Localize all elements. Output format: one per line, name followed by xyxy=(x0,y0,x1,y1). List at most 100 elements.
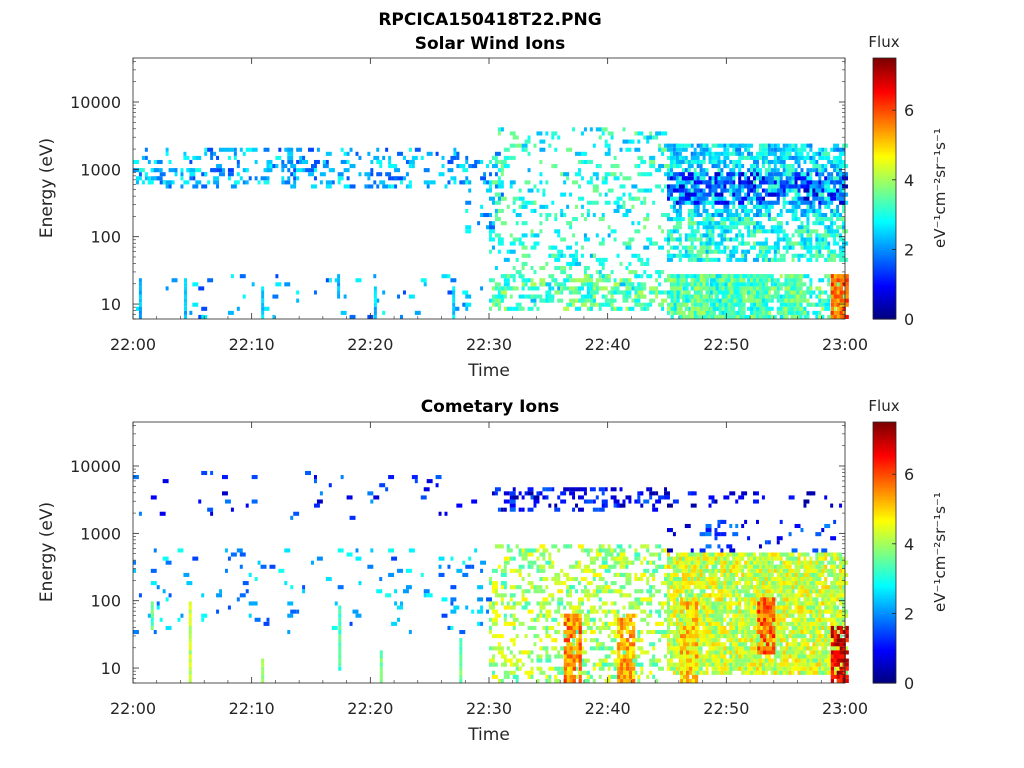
flux-cell xyxy=(681,192,685,197)
flux-cell xyxy=(500,572,507,577)
flux-cell xyxy=(803,188,810,193)
flux-cell xyxy=(741,650,748,655)
flux-cell xyxy=(210,151,214,156)
flux-cell xyxy=(800,282,807,287)
flux-cell xyxy=(729,225,736,230)
flux-cell xyxy=(738,666,745,671)
flux-cell xyxy=(325,159,329,165)
colorbar-segment xyxy=(873,188,896,192)
flux-cell xyxy=(539,544,546,549)
flux-cell xyxy=(791,196,795,201)
flux-column-cell xyxy=(184,298,187,303)
flux-cell xyxy=(580,282,587,287)
flux-cell xyxy=(245,168,249,173)
flux-cell xyxy=(450,155,457,160)
flux-cell xyxy=(732,601,736,606)
flux-cell xyxy=(827,225,834,230)
flux-cell xyxy=(634,576,638,582)
flux-cell xyxy=(583,670,587,675)
flux-cell xyxy=(592,678,596,683)
flux-cell xyxy=(601,625,608,630)
flux-cell xyxy=(729,658,733,663)
flux-cell xyxy=(580,131,584,136)
flux-cell xyxy=(702,204,706,209)
flux-cell xyxy=(595,638,599,643)
flux-cell xyxy=(726,662,730,667)
flux-cell xyxy=(690,221,697,226)
flux-block-cell xyxy=(790,286,794,291)
flux-cell xyxy=(842,204,845,209)
flux-cell xyxy=(595,662,599,667)
flux-cell xyxy=(655,568,659,573)
flux-cell xyxy=(744,241,751,246)
flux-cell xyxy=(607,548,611,553)
flux-cell xyxy=(580,176,584,181)
flux-cell xyxy=(527,507,534,512)
flux-cell xyxy=(402,290,406,295)
flux-block-cell xyxy=(833,286,837,291)
flux-block-cell xyxy=(690,294,694,299)
flux-cell xyxy=(729,568,733,573)
flux-cell xyxy=(527,286,531,291)
flux-cell xyxy=(610,302,614,307)
colorbar-segment xyxy=(873,75,896,79)
flux-cell xyxy=(444,511,448,516)
flux-cell xyxy=(604,298,611,303)
flux-cell xyxy=(800,306,807,311)
flux-cell xyxy=(738,621,745,626)
flux-cell xyxy=(637,253,641,258)
flux-cell xyxy=(637,495,641,500)
flux-cell xyxy=(245,589,249,594)
flux-cell xyxy=(764,245,771,250)
flux-cell xyxy=(598,274,602,279)
colorbar-segment xyxy=(873,192,896,196)
flux-block-cell xyxy=(842,310,846,315)
flux-block-cell xyxy=(842,274,846,279)
flux-cell xyxy=(667,274,673,279)
flux-cell xyxy=(732,180,736,185)
flux-cell xyxy=(744,225,748,230)
flux-cell xyxy=(595,164,599,169)
flux-cell xyxy=(512,654,516,659)
flux-cell xyxy=(337,180,341,185)
flux-cell xyxy=(690,180,694,185)
flux-cell xyxy=(506,646,510,651)
flux-block-cell xyxy=(839,306,843,311)
flux-cell xyxy=(557,629,561,635)
flux-cell xyxy=(744,217,751,222)
flux-cell xyxy=(773,249,780,254)
flux-cell xyxy=(738,164,742,169)
flux-cell xyxy=(542,625,546,630)
flux-cell xyxy=(355,151,359,156)
flux-cell xyxy=(758,155,762,160)
flux-cell xyxy=(791,257,795,262)
flux-cell xyxy=(583,548,590,553)
flux-cell xyxy=(770,168,777,173)
flux-cell xyxy=(533,499,540,504)
flux-cell xyxy=(349,495,353,500)
flux-block-cell xyxy=(724,294,728,299)
flux-cell xyxy=(669,217,673,222)
flux-cell xyxy=(669,204,673,209)
flux-cell xyxy=(726,629,730,635)
flux-cell xyxy=(521,147,528,152)
flux-cell xyxy=(667,629,670,635)
flux-cell xyxy=(509,241,516,246)
flux-cell xyxy=(687,192,691,197)
flux-cell xyxy=(809,286,813,291)
flux-cell xyxy=(667,552,670,557)
flux-cell xyxy=(497,294,504,299)
flux-cell xyxy=(637,589,644,594)
flux-cell xyxy=(186,168,193,173)
flux-cell xyxy=(711,257,718,262)
flux-block-cell xyxy=(736,298,740,303)
flux-cell xyxy=(459,180,466,185)
flux-cell xyxy=(753,625,759,630)
flux-block-cell xyxy=(845,290,849,295)
flux-block-cell xyxy=(702,282,706,287)
flux-cell xyxy=(747,200,754,205)
flux-cell xyxy=(669,229,673,234)
flux-cell xyxy=(548,503,552,508)
flux-cell xyxy=(643,286,647,291)
flux-block-cell xyxy=(673,286,677,291)
